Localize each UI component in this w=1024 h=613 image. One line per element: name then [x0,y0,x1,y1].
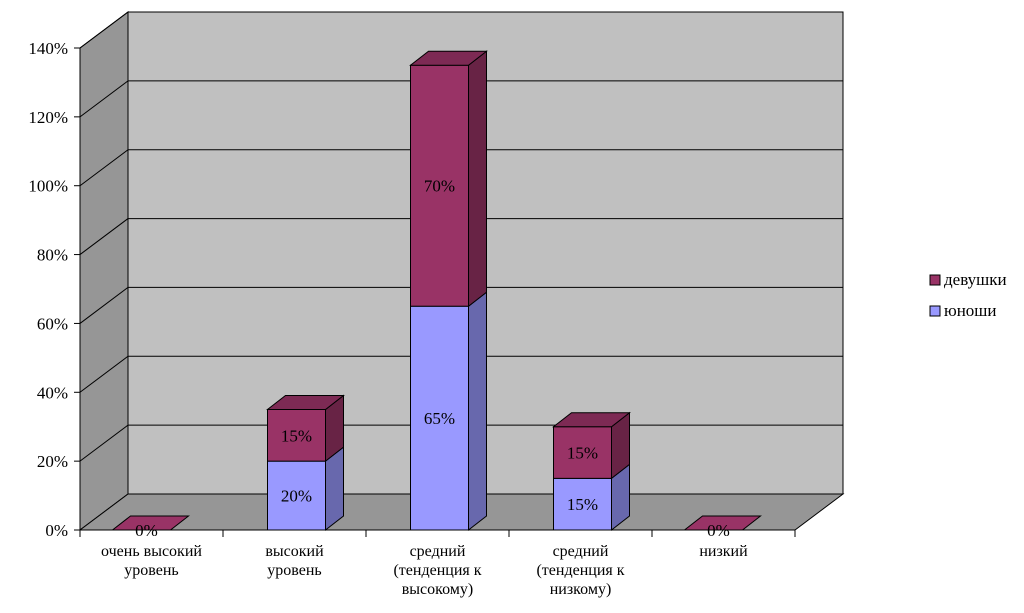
bar-girls-side [468,50,487,308]
gridline-side [79,287,129,324]
bar-boys-front [553,477,612,531]
x-category-label: высокий уровень [265,543,324,579]
bar-girls-top [111,515,190,531]
gridline-side [79,218,129,255]
data-label: 0% [707,521,730,540]
legend-label-boys: юноши [944,301,997,320]
legend-swatch-boys [929,305,941,317]
y-tick-label: 0% [45,521,68,540]
gridline-side [79,424,129,462]
bars [111,50,762,532]
gridline-side [79,11,129,49]
x-category-label: низкий [699,543,748,560]
bar-girls-top [266,395,345,410]
x-category-label: очень высокий уровень [101,543,202,579]
x-axis: очень высокий уровень высокий уровень средни… [79,529,796,598]
bar-girls-front [553,426,612,479]
bar-girls-top [552,412,631,428]
y-tick-label: 100% [28,177,68,196]
y-tick-label: 140% [28,39,68,58]
y-tick-label: 60% [37,314,68,333]
bar-girls-top [409,50,488,66]
y-tick-label: 40% [37,383,68,402]
y-axis: 0% 20% 40% 60% 80% 100% 120% 140% [28,39,81,540]
x-category-label: средний (тенденция к низкому) [536,543,624,598]
x-category-label: средний (тенденция к высокому) [393,543,481,598]
gridline-side [79,355,129,393]
y-tick-label: 80% [37,246,68,265]
legend-swatch-girls [929,274,941,286]
bar-boys-front [410,305,469,531]
data-label: 15% [567,444,598,463]
data-label: 15% [567,495,598,514]
side-wall [79,11,129,531]
data-label: 20% [281,487,312,506]
data-label: 70% [424,177,455,196]
bar-boys-side [468,291,487,532]
data-label: 65% [424,409,455,428]
gridline-side [79,80,129,118]
data-labels: 0% 20% 15% 65% 70% 15% 15% 0% [135,177,730,540]
bar-girls-top [683,515,762,531]
bar-girls-front [410,64,469,307]
y-tick-label: 120% [28,108,68,127]
y-tick-label: 20% [37,452,68,471]
gridline-side [79,149,129,187]
legend-label-girls: девушки [944,270,1007,289]
data-label: 0% [135,521,158,540]
legend: девушки юноши [929,270,1007,320]
data-label: 15% [281,426,312,445]
